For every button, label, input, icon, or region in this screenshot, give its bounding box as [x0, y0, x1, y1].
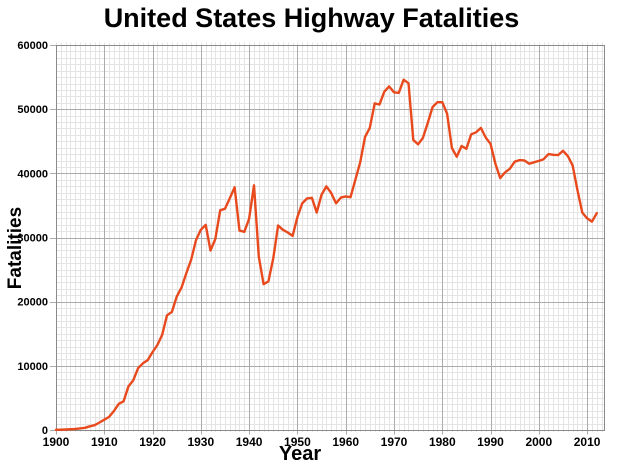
x-tick-label: 1910: [91, 435, 118, 449]
chart-title: United States Highway Fatalities: [103, 3, 520, 33]
x-tick-label: 1940: [236, 435, 263, 449]
fatalities-line: [54, 78, 598, 431]
y-tick-labels: 0 10000 20000 30000 40000 50000 60000: [17, 40, 48, 437]
x-tick-label: 2010: [574, 435, 601, 449]
x-tick-label: 1900: [43, 435, 70, 449]
plot-frame: [56, 45, 605, 431]
x-tick-label: 1950: [284, 435, 311, 449]
minor-grid: [56, 42, 604, 432]
x-tick-label: 1920: [139, 435, 166, 449]
x-tick-labels: 1900 1910 1920 1930 1940 1950 1960 1970 1980 1990…: [43, 435, 601, 449]
y-tick-label: 10000: [17, 361, 48, 373]
x-tick-label: 1990: [477, 435, 504, 449]
x-tick-label: 1960: [332, 435, 359, 449]
x-axis-label: Year: [278, 443, 322, 465]
y-tick-label: 20000: [17, 297, 48, 309]
y-tick-label: 30000: [17, 233, 48, 245]
x-tick-label: 2000: [525, 435, 552, 449]
y-tick-label: 40000: [17, 168, 48, 180]
y-tick-label: 0: [42, 425, 48, 437]
y-tick-label: 60000: [17, 40, 48, 52]
x-tick-label: 1930: [187, 435, 214, 449]
y-tick-label: 50000: [17, 104, 48, 116]
x-tick-label: 1970: [381, 435, 408, 449]
x-tick-label: 1980: [429, 435, 456, 449]
